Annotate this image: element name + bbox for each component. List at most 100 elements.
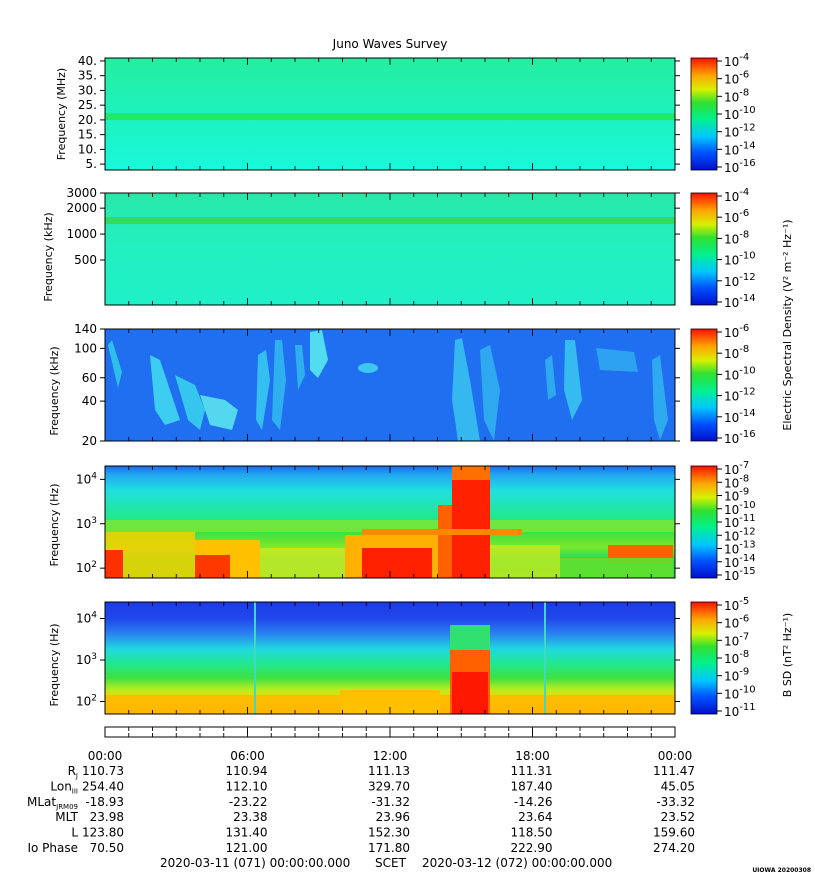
ephemeris-value: -31.32: [371, 795, 410, 809]
colorbar-tick-exponent: -12: [739, 387, 755, 398]
ephemeris-value: 45.05: [661, 779, 695, 793]
ephemeris-value: -14.26: [514, 795, 553, 809]
colorbar-tick-label: 10-10: [724, 105, 756, 122]
panel-khz-high-emission-band: [105, 217, 675, 224]
y-tick-exponent: 3: [91, 516, 97, 526]
panel-mhz-ylabel: Frequency (MHz): [55, 68, 68, 160]
y-tick-label: 15.: [78, 128, 97, 142]
y-tick-exponent: 4: [91, 611, 97, 621]
footer-end-time: 2020-03-12 (072) 00:00:00.000: [422, 856, 613, 870]
colorbar-tick-exponent: -7: [739, 631, 749, 642]
ephemeris-value: 23.98: [90, 810, 124, 824]
ephemeris-value: -33.32: [656, 795, 695, 809]
ephemeris-value: 159.60: [653, 826, 695, 840]
y-tick-label: 20: [82, 434, 97, 448]
panel-hz-electric-x-ticks: [104, 466, 676, 578]
colorbar-tick-exponent: -12: [739, 272, 755, 283]
ephemeris-time-label: 12:00: [373, 749, 408, 763]
y-tick-exponent: 3: [91, 652, 97, 662]
panel-hz-electric-colorbar-ticks: 10-710-810-910-1010-1110-1210-1310-1410-…: [717, 460, 756, 583]
panel-khz-high-plot-area: [105, 193, 675, 305]
y-tick-exponent: 2: [91, 694, 97, 704]
figure-title: Juno Waves Survey: [332, 37, 448, 51]
ephemeris-value: 23.64: [518, 810, 552, 824]
ephemeris-value: 118.50: [511, 826, 553, 840]
time-axis-ticks: [104, 727, 676, 737]
colorbar-tick-label: 10-10: [724, 251, 756, 268]
y-tick-label: 40: [82, 394, 97, 408]
colorbar-tick-label: 10-16: [724, 429, 756, 446]
burst-feature: [295, 345, 305, 390]
colorbar-tick-exponent: -6: [739, 323, 749, 334]
y-tick-exponent: 4: [91, 471, 97, 481]
panel-khz-low-x-ticks: [104, 329, 676, 441]
colorbar-tick-label: 10-5: [724, 596, 749, 613]
ephemeris-row-label: LonIII: [50, 779, 78, 795]
burst-column: [438, 505, 452, 578]
colorbar-tick-exponent: -12: [739, 123, 755, 134]
panel-khz-low-ylabel: Frequency (kHz): [48, 346, 61, 435]
panel-hz-electric-emission-features: [105, 466, 675, 578]
ephemeris-value: -23.22: [229, 795, 268, 809]
colorbar-tick-label: 10-12: [724, 387, 756, 404]
burst-feature: [480, 345, 500, 441]
low-freq-band: [490, 545, 560, 578]
ephemeris-value: 152.30: [368, 826, 410, 840]
ephemeris-value: 23.96: [376, 810, 410, 824]
colorbar-tick-exponent: -9: [739, 667, 749, 678]
ephemeris-row-label: RJ: [68, 764, 78, 780]
ephemeris-value: 23.38: [233, 810, 267, 824]
y-tick-label: 1000: [66, 227, 97, 241]
colorbar-tick-label: 10-14: [724, 408, 756, 425]
colorbar-tick-exponent: -8: [739, 473, 749, 484]
panel-khz-low-emission-features: [108, 330, 668, 441]
panel-mhz-colorbar: [690, 57, 718, 171]
colorbar-tick-exponent: -11: [739, 702, 755, 713]
y-tick-label: 3000: [66, 186, 97, 200]
panel-khz-low-colorbar-ticks: 10-6 10-8 10-10 10-12 10-14 10-16: [717, 323, 756, 446]
y-tick-label: 5.: [86, 157, 97, 171]
panel-khz-high-colorbar: [690, 192, 718, 306]
y-tick-label: 30.: [78, 83, 97, 97]
low-freq-band: [105, 520, 675, 532]
y-tick-label: 25.: [78, 98, 97, 112]
colorbar-tick-label: 10-6: [724, 614, 749, 631]
y-tick-label: 104: [76, 611, 97, 626]
ephemeris-time-label: 06:00: [230, 749, 265, 763]
ephemeris-value: 111.47: [653, 764, 695, 778]
colorbar-tick-label: 10-4: [724, 187, 749, 204]
y-tick-label: 102: [76, 694, 97, 709]
panel-khz-high-x-ticks: [104, 193, 676, 305]
colorbar-tick-label: 10-12: [724, 123, 756, 140]
ephemeris-row-label-subscript: III: [72, 787, 78, 795]
colorbar-tick-label: 10-9: [724, 667, 749, 684]
panel-khz-high-colorbar-ticks: 10-4 10-6 10-8 10-10 10-12 10-14: [717, 187, 756, 310]
y-tick-label: 104: [76, 471, 97, 486]
uiowa-stamp: UIOWA 20200308: [752, 867, 811, 874]
y-tick-label: 140: [74, 322, 97, 336]
low-freq-band: [260, 548, 360, 578]
colorbar-tick-exponent: -15: [739, 566, 755, 577]
ephemeris-row-label: Io Phase: [27, 841, 78, 855]
colorbar-tick-label: 10-8: [724, 344, 749, 361]
low-freq-band: [195, 555, 230, 578]
burst-feature: [652, 355, 668, 440]
burst-feature: [310, 330, 328, 378]
colorbar-tick-exponent: -6: [739, 70, 749, 81]
y-tick-label: 500: [74, 253, 97, 267]
burst-feature: [272, 340, 286, 430]
ephemeris-value: 23.52: [661, 810, 695, 824]
ephemeris-value: 274.20: [653, 841, 695, 855]
y-tick-label: 103: [76, 652, 97, 667]
panel-mhz-x-ticks: [104, 58, 676, 170]
colorbar-tick-exponent: -10: [739, 684, 755, 695]
y-tick-label: 35.: [78, 69, 97, 83]
colorbar-tick-label: 10-15: [724, 566, 756, 583]
y-tick-label: 60: [82, 371, 97, 385]
panel-hz-electric-colorbar: [690, 465, 718, 579]
colorbar-tick-label: 10-8: [724, 87, 749, 104]
ephemeris-time-label: 00:00: [88, 749, 123, 763]
colorbar-tick-label: 10-12: [724, 272, 756, 289]
